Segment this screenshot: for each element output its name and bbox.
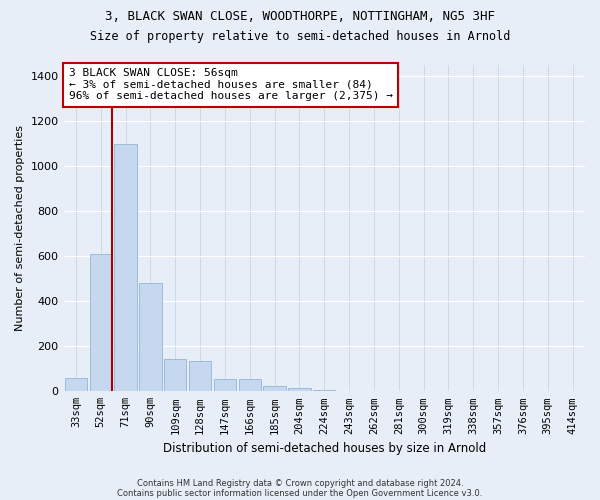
Y-axis label: Number of semi-detached properties: Number of semi-detached properties (15, 125, 25, 331)
Bar (164, 358, 187, 392)
Bar (263, 386, 286, 392)
Text: 3, BLACK SWAN CLOSE, WOODTHORPE, NOTTINGHAM, NG5 3HF: 3, BLACK SWAN CLOSE, WOODTHORPE, NOTTING… (105, 10, 495, 23)
Bar (288, 388, 311, 392)
Bar (65, 378, 87, 392)
X-axis label: Distribution of semi-detached houses by size in Arnold: Distribution of semi-detached houses by … (163, 442, 486, 455)
Bar (313, 390, 335, 392)
Bar (89, 254, 112, 392)
Bar (214, 379, 236, 392)
Text: 3 BLACK SWAN CLOSE: 56sqm
← 3% of semi-detached houses are smaller (84)
96% of s: 3 BLACK SWAN CLOSE: 56sqm ← 3% of semi-d… (69, 68, 393, 102)
Text: Contains public sector information licensed under the Open Government Licence v3: Contains public sector information licen… (118, 488, 482, 498)
Bar (139, 284, 161, 392)
Text: Contains HM Land Registry data © Crown copyright and database right 2024.: Contains HM Land Registry data © Crown c… (137, 478, 463, 488)
Bar (189, 361, 211, 392)
Bar (115, 144, 137, 392)
Text: Size of property relative to semi-detached houses in Arnold: Size of property relative to semi-detach… (90, 30, 510, 43)
Bar (239, 379, 261, 392)
